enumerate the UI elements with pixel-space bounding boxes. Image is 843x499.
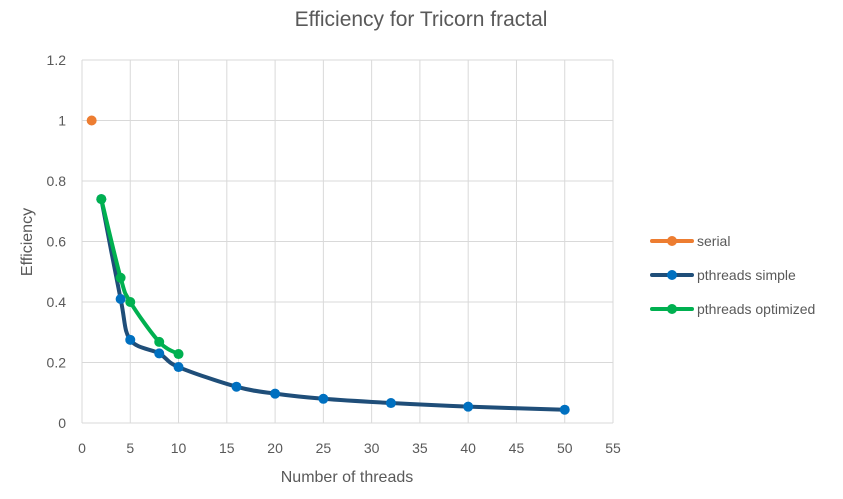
data-point-pthreads-simple	[463, 401, 474, 412]
series-line-pthreads-simple	[99, 197, 567, 412]
data-point-pthreads-optimized	[125, 297, 136, 307]
axes: 0 5 10 15 20 25 30 35 40 45 50 55 0 0.2 0.4 0.6 0.8 1 1.2	[47, 52, 621, 456]
data-point-pthreads-simple	[173, 362, 184, 373]
legend-marker-pthreads-simple	[667, 270, 677, 280]
data-point-pthreads-simple	[318, 393, 329, 404]
x-tick-label: 15	[219, 440, 235, 456]
legend: serial pthreads simple pthreads optimized	[650, 233, 815, 317]
y-tick-label: 0.4	[47, 294, 67, 310]
x-tick-label: 40	[460, 440, 476, 456]
x-tick-label: 55	[605, 440, 621, 456]
data-point-pthreads-simple	[231, 381, 242, 392]
series-line-pthreads-optimized	[99, 197, 181, 357]
data-point-serial	[86, 115, 97, 126]
y-tick-label: 0.2	[47, 355, 67, 371]
x-tick-label: 0	[78, 440, 86, 456]
data-point-pthreads-simple	[559, 404, 570, 415]
x-tick-label: 10	[171, 440, 187, 456]
y-tick-label: 0	[58, 415, 66, 431]
y-axis-label: Efficiency	[19, 208, 36, 276]
data-point-pthreads-simple	[270, 388, 281, 399]
data-point-pthreads-simple	[385, 398, 396, 409]
y-tick-label: 1.2	[47, 52, 67, 68]
data-point-pthreads-optimized	[96, 194, 107, 205]
data-point-pthreads-simple	[115, 293, 126, 304]
x-tick-label: 50	[557, 440, 573, 456]
y-tick-label: 0.8	[47, 173, 67, 189]
y-tick-label: 0.6	[47, 234, 67, 250]
x-tick-label: 20	[267, 440, 283, 456]
data-point-pthreads-simple	[125, 334, 136, 345]
data-point-pthreads-simple	[154, 348, 165, 359]
legend-marker-pthreads-optimized	[667, 304, 677, 314]
data-point-pthreads-optimized	[115, 272, 126, 283]
x-tick-label: 45	[509, 440, 525, 456]
grid	[81, 59, 614, 424]
y-tick-label: 1	[58, 113, 66, 129]
x-tick-label: 25	[316, 440, 332, 456]
legend-marker-serial	[667, 236, 677, 246]
data-point-pthreads-optimized	[173, 349, 184, 360]
chart-title: Efficiency for Tricorn fractal	[295, 8, 548, 31]
x-tick-label: 5	[126, 440, 134, 456]
series-layer	[86, 115, 570, 415]
legend-label-serial: serial	[697, 233, 730, 249]
legend-label-pthreads-optimized: pthreads optimized	[697, 301, 815, 317]
data-point-pthreads-optimized	[154, 336, 165, 347]
legend-label-pthreads-simple: pthreads simple	[697, 267, 796, 283]
x-axis-label: Number of threads	[281, 469, 414, 486]
x-tick-label: 30	[364, 440, 380, 456]
x-tick-label: 35	[412, 440, 428, 456]
